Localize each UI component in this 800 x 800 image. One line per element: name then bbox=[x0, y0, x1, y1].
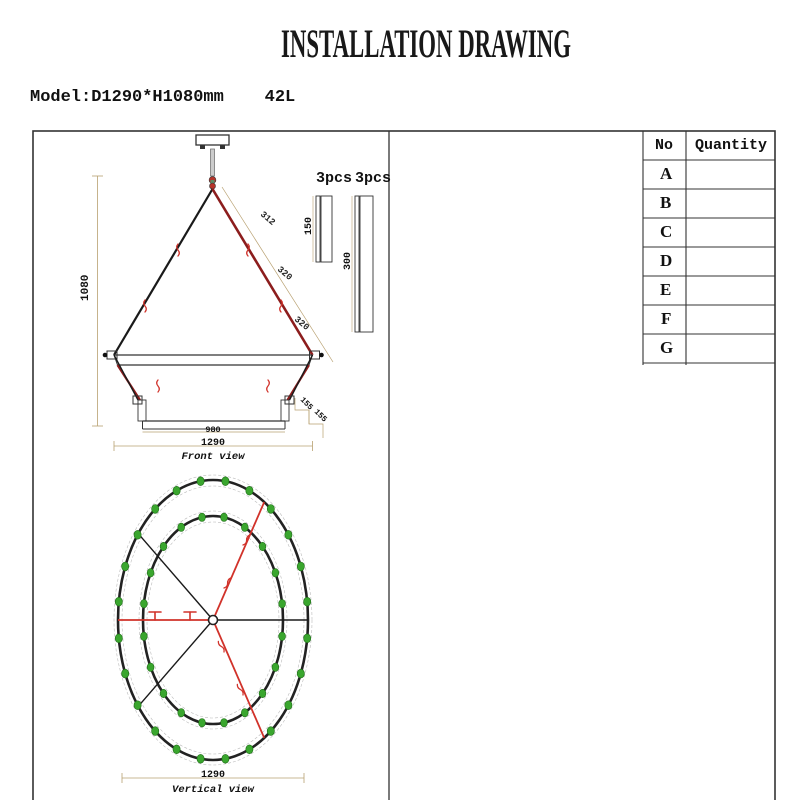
svg-text:300: 300 bbox=[343, 252, 354, 270]
svg-text:320: 320 bbox=[275, 265, 294, 283]
svg-text:320: 320 bbox=[292, 315, 311, 333]
svg-text:3pcs: 3pcs bbox=[316, 170, 352, 187]
svg-text:155: 155 bbox=[312, 408, 329, 425]
svg-text:3pcs: 3pcs bbox=[355, 170, 391, 187]
svg-text:312: 312 bbox=[258, 210, 277, 228]
svg-text:1080: 1080 bbox=[80, 275, 92, 301]
svg-text:Vertical view: Vertical view bbox=[172, 784, 255, 796]
svg-text:150: 150 bbox=[304, 217, 315, 235]
svg-text:Front view: Front view bbox=[181, 451, 245, 463]
svg-text:1290: 1290 bbox=[201, 770, 225, 781]
svg-text:980: 980 bbox=[205, 425, 220, 435]
svg-text:1290: 1290 bbox=[201, 438, 225, 449]
